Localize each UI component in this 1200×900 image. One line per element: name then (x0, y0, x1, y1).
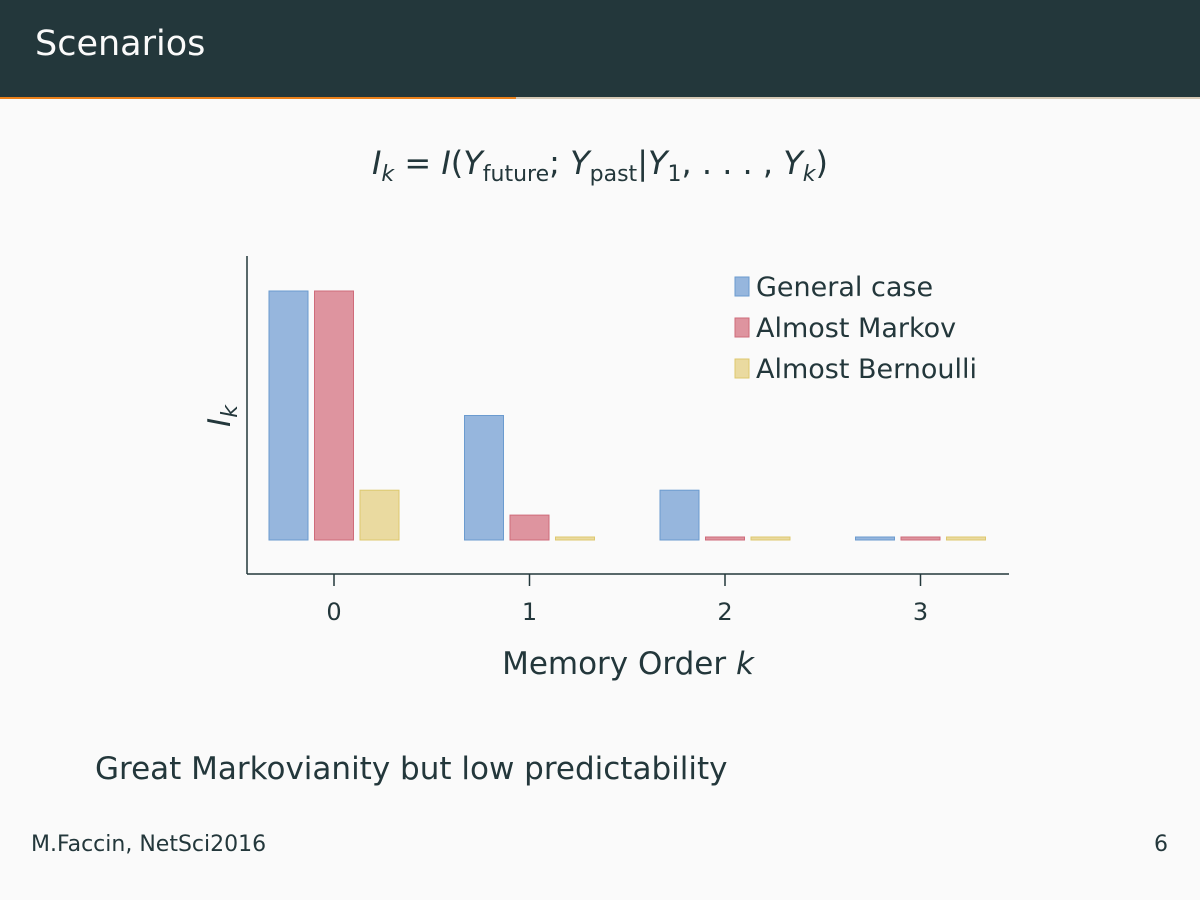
formula-fn: I (441, 144, 451, 182)
bar-almost-markov-k3 (900, 536, 941, 541)
bar-general-case-k1 (464, 415, 504, 541)
formula-bar: | (637, 144, 648, 182)
x-tick-label: 1 (522, 598, 537, 626)
bar-almost-bernoulli-k3 (946, 536, 986, 541)
x-tick-label: 0 (326, 598, 341, 626)
slide-header: Scenarios (0, 0, 1200, 97)
bar-almost-bernoulli-k1 (555, 536, 595, 541)
bar-general-case-k2 (659, 489, 700, 541)
formula-y-1: Y (647, 144, 668, 182)
formula-lhs: I (371, 144, 382, 182)
legend-label: Almost Bernoulli (756, 354, 977, 385)
y-axis-label: Ik (202, 404, 243, 427)
formula-dots: , . . . , (681, 144, 784, 182)
bar-almost-bernoulli-k0 (359, 489, 400, 541)
formula: Ik = I(Yfuture; Ypast|Y1, . . . , Yk) (0, 144, 1200, 186)
bar-almost-bernoulli-k2 (750, 536, 791, 541)
formula-sep: ; (549, 144, 571, 182)
formula-y-past: Y (570, 144, 590, 182)
page-number: 6 (1154, 832, 1168, 857)
x-axis-label: Memory Order k (502, 646, 755, 682)
formula-y-1-sub: 1 (667, 162, 682, 187)
formula-y-past-sub: past (589, 162, 638, 187)
formula-close: ) (815, 144, 829, 182)
x-ticks: 0 1 2 3 (326, 574, 928, 626)
formula-equals: = (394, 144, 442, 182)
bar-almost-markov-k2 (705, 536, 745, 541)
progress-bar (0, 97, 1200, 99)
progress-bar-fill (0, 97, 516, 99)
slide-note: Great Markovianity but low predictabilit… (95, 751, 728, 787)
bar-almost-markov-k0 (314, 290, 354, 541)
bar-almost-markov-k1 (509, 514, 550, 541)
legend-label: General case (756, 272, 933, 303)
legend-swatch (734, 358, 750, 379)
legend-swatch (734, 317, 750, 338)
formula-lhs-sub: k (381, 162, 395, 187)
chart-bars (268, 290, 986, 541)
footer-author: M.Faccin, NetSci2016 (31, 832, 267, 857)
bar-general-case-k3 (855, 536, 895, 541)
slide-title: Scenarios (35, 24, 206, 64)
formula-open: ( (450, 144, 464, 182)
chart-legend: General case Almost Markov Almost Bernoull… (734, 272, 977, 385)
formula-y-future-sub: future (482, 162, 550, 187)
legend-swatch (734, 276, 750, 297)
legend-label: Almost Markov (756, 313, 956, 344)
formula-y-k: Y (783, 144, 803, 182)
x-tick-label: 3 (913, 598, 928, 626)
bar-general-case-k0 (268, 290, 309, 541)
formula-y-future: Y (463, 144, 483, 182)
formula-y-k-sub: k (802, 162, 816, 187)
x-tick-label: 2 (717, 598, 732, 626)
